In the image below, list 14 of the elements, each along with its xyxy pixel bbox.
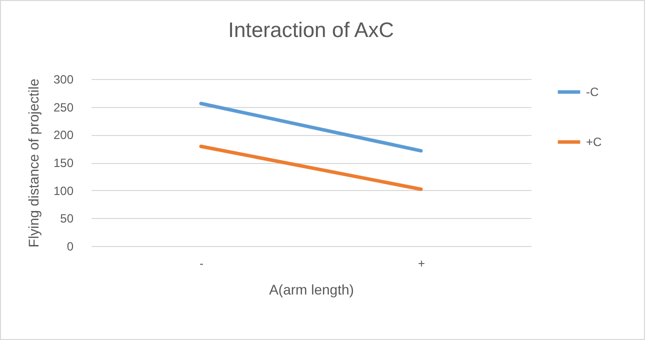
y-tick-label: 300 [53, 72, 74, 86]
chart-title: Interaction of AxC [228, 19, 394, 42]
legend-label: +C [586, 135, 602, 149]
y-tick-label: 0 [66, 240, 74, 254]
x-tick-label: - [200, 256, 204, 270]
x-axis-title: A(arm length) [269, 282, 354, 298]
y-tick-label: 50 [60, 212, 74, 226]
x-tick-label: + [418, 256, 426, 270]
legend-label: -C [586, 85, 599, 99]
y-tick-label: 150 [53, 156, 74, 170]
y-tick-label: 100 [53, 184, 74, 198]
y-tick-label: 200 [53, 128, 74, 142]
y-axis-title: Flying distance of projectile [25, 78, 42, 248]
y-tick-label: 250 [53, 100, 74, 114]
